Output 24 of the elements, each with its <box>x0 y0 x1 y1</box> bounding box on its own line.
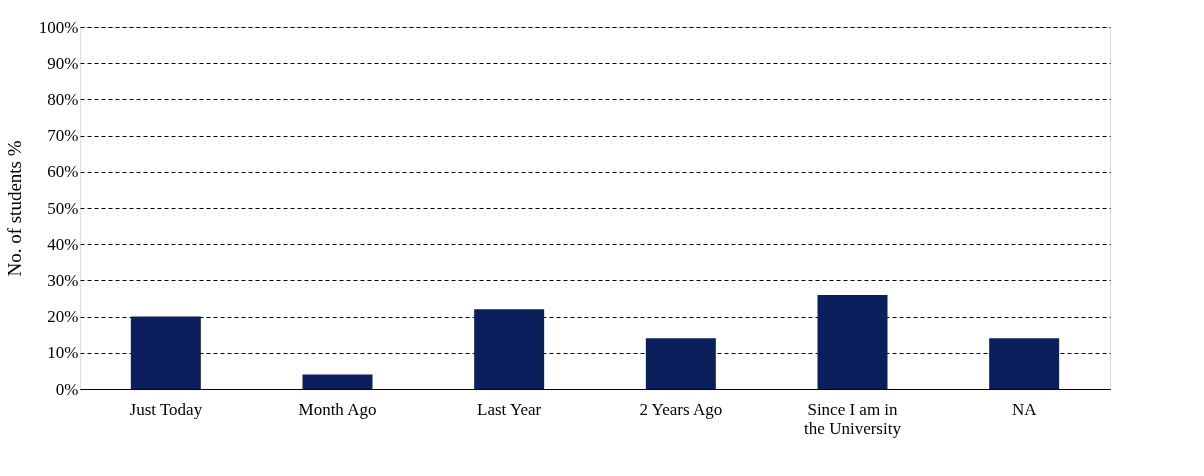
y-tick-label: 100% <box>38 17 79 37</box>
y-tick-label: 30% <box>47 270 79 290</box>
y-tick-label: 0% <box>55 379 79 399</box>
x-tick-label: Just Today <box>129 399 203 419</box>
x-tick-label: Last Year <box>477 399 542 419</box>
x-tick-label: Since I am in the University <box>804 399 902 438</box>
bar <box>989 338 1060 389</box>
bar <box>645 338 716 389</box>
x-tick-label: 2 Years Ago <box>639 399 723 419</box>
y-tick-label: 80% <box>47 89 79 109</box>
y-tick-label: 90% <box>47 53 79 73</box>
bar <box>130 316 201 389</box>
y-tick-label: 70% <box>47 126 79 146</box>
y-tick-label: 20% <box>47 307 79 327</box>
y-tick-label: 60% <box>47 162 79 182</box>
y-tick-label: 50% <box>47 198 79 218</box>
y-axis-title: No. of students % <box>3 140 25 277</box>
y-tick-label: 40% <box>47 234 79 254</box>
x-tick-label: Month Ago <box>298 399 377 419</box>
x-tick-label: NA <box>1011 399 1038 419</box>
bar <box>474 309 545 389</box>
y-tick-label: 10% <box>47 343 79 363</box>
bar <box>302 374 373 389</box>
bar <box>817 294 888 389</box>
